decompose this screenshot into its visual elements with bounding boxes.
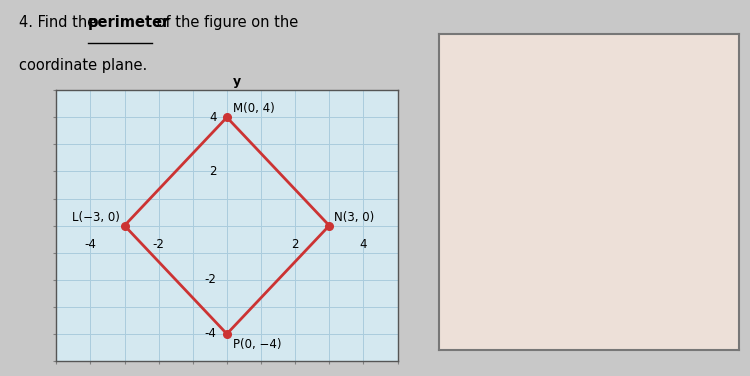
Text: 4: 4 xyxy=(360,238,368,251)
Text: 2: 2 xyxy=(291,238,298,251)
Text: 4. Find the: 4. Find the xyxy=(19,15,101,30)
Text: M(0, 4): M(0, 4) xyxy=(233,102,274,115)
Text: of the figure on the: of the figure on the xyxy=(152,15,298,30)
Text: y: y xyxy=(233,74,242,88)
Text: N(3, 0): N(3, 0) xyxy=(334,211,374,224)
Text: perimeter: perimeter xyxy=(88,15,170,30)
Text: L(−3, 0): L(−3, 0) xyxy=(71,211,119,224)
Text: -4: -4 xyxy=(85,238,96,251)
Text: 2: 2 xyxy=(209,165,217,178)
Text: 4: 4 xyxy=(209,111,217,124)
Text: -2: -2 xyxy=(205,273,217,286)
Text: -2: -2 xyxy=(153,238,164,251)
Text: -4: -4 xyxy=(205,327,217,340)
Text: coordinate plane.: coordinate plane. xyxy=(19,58,147,73)
Text: P(0, −4): P(0, −4) xyxy=(233,338,281,351)
